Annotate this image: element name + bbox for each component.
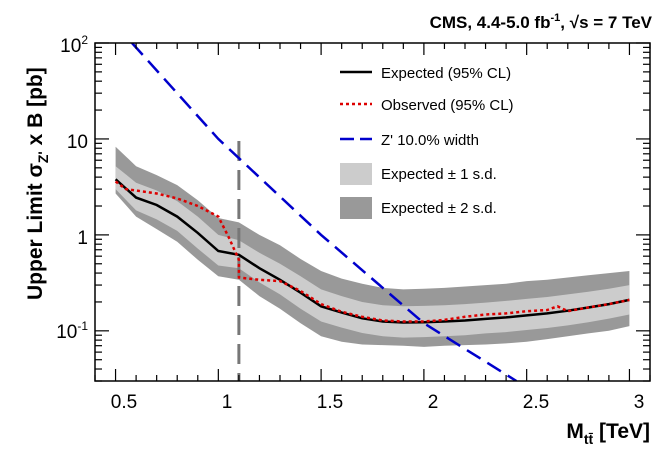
x-axis-title-unit: [TeV] xyxy=(593,420,650,443)
legend: Expected (95% CL) Observed (95% CL) Z' 1… xyxy=(340,65,514,219)
y-tick-label: 10 xyxy=(67,132,88,153)
y-axis-title-prefix: Upper Limit σ xyxy=(24,163,47,300)
y-tick-base: 10 xyxy=(60,36,81,57)
plot-area: Expected (95% CL) Observed (95% CL) Z' 1… xyxy=(94,42,651,382)
y-tick-exponent: -1 xyxy=(77,319,88,333)
experiment-header: CMS, 4.4-5.0 fb-1, √s = 7 TeV xyxy=(430,12,653,32)
x-tick-label: 2 xyxy=(428,392,439,413)
y-tick-label: 1 xyxy=(77,228,88,249)
plot-frame xyxy=(94,42,651,382)
legend-expected-label: Expected (95% CL) xyxy=(381,65,511,82)
x-axis-title-subscript: tt̄ xyxy=(584,431,594,447)
y-tick-exponent: 2 xyxy=(81,33,88,47)
x-tick-label: 2.5 xyxy=(523,392,549,413)
x-tick-label: 1.5 xyxy=(317,392,343,413)
legend-observed-label: Observed (95% CL) xyxy=(381,97,514,114)
x-axis-title: Mtt̄ [TeV] xyxy=(566,420,650,447)
x-tick-label: 0.5 xyxy=(111,392,137,413)
x-axis-title-main: M xyxy=(566,420,584,443)
legend-band1-swatch xyxy=(340,163,372,185)
expected-limit-line xyxy=(114,178,630,324)
header-sqrt-symbol: √ xyxy=(570,13,580,32)
y-tick-label: 102 xyxy=(60,33,88,57)
header-experiment: CMS, 4.4-5.0 fb xyxy=(430,13,551,32)
y-axis-title: Upper Limit σZ' x B [pb] xyxy=(24,67,51,300)
legend-zprime-label: Z' 10.0% width xyxy=(381,132,479,149)
header-energy: s = 7 TeV xyxy=(579,13,653,32)
zprime-10pct-width-line xyxy=(131,43,518,381)
y-tick-label: 10-1 xyxy=(56,319,88,343)
x-tick-label: 1 xyxy=(222,392,233,413)
header-exponent: -1 xyxy=(550,12,560,24)
y-axis-title-suffix: x B [pb] xyxy=(24,67,47,151)
y-tick-base: 1 xyxy=(77,228,88,249)
expected-2sd-band xyxy=(115,146,630,347)
legend-band2-swatch xyxy=(340,197,372,219)
x-tick-labels: 0.5 1 1.5 2 2.5 3 xyxy=(111,392,645,413)
y-tick-labels: 10-1 1 10 102 xyxy=(56,33,88,343)
legend-band2-label: Expected ± 2 s.d. xyxy=(381,200,497,217)
y-tick-base: 10 xyxy=(67,132,88,153)
x-tick-label: 3 xyxy=(634,392,645,413)
observed-limit-line xyxy=(114,180,630,323)
axis-ticks xyxy=(94,42,651,382)
header-separator: , xyxy=(560,13,569,32)
legend-band1-label: Expected ± 1 s.d. xyxy=(381,166,497,183)
y-tick-base: 10 xyxy=(56,322,77,343)
y-axis-title-subscript: Z' xyxy=(35,151,51,163)
